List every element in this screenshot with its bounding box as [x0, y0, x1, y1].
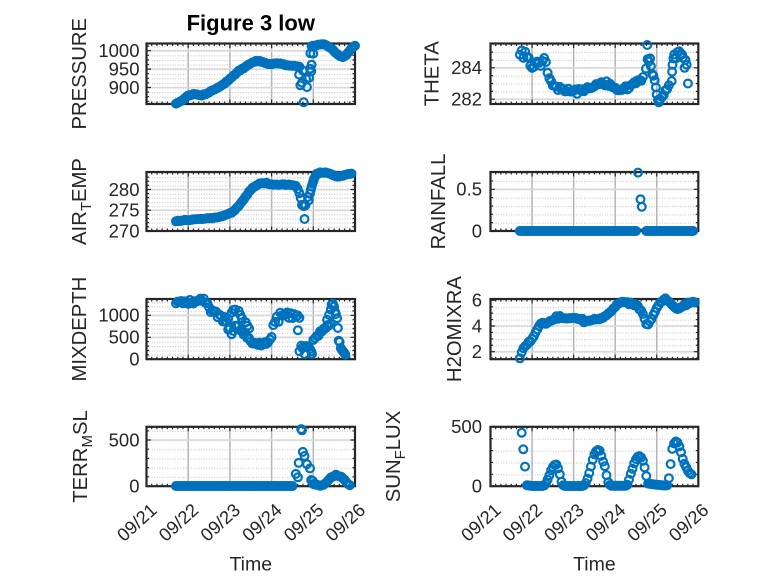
svg-text:MIXDEPTH: MIXDEPTH — [69, 277, 91, 382]
svg-text:0: 0 — [472, 476, 482, 497]
svg-text:Time: Time — [229, 554, 272, 576]
svg-text:H2OMIXRA: H2OMIXRA — [444, 276, 466, 382]
svg-text:1000: 1000 — [98, 305, 139, 326]
svg-text:RAINFALL: RAINFALL — [428, 154, 450, 250]
svg-text:500: 500 — [109, 327, 140, 348]
svg-text:AIRTEMP: AIRTEMP — [69, 158, 95, 245]
svg-text:6: 6 — [472, 290, 482, 311]
svg-text:950: 950 — [109, 58, 140, 79]
svg-text:900: 900 — [109, 77, 140, 98]
svg-text:THETA: THETA — [422, 41, 444, 106]
svg-text:4: 4 — [472, 315, 482, 336]
svg-text:TERRMSL: TERRMSL — [70, 410, 96, 503]
svg-text:500: 500 — [451, 416, 482, 437]
svg-text:275: 275 — [109, 200, 140, 221]
svg-text:282: 282 — [451, 89, 482, 110]
svg-text:0: 0 — [129, 349, 139, 370]
svg-text:1000: 1000 — [98, 40, 139, 61]
svg-text:280: 280 — [109, 179, 140, 200]
svg-text:0: 0 — [129, 475, 139, 496]
svg-text:284: 284 — [451, 57, 482, 78]
svg-text:270: 270 — [109, 220, 140, 241]
svg-text:Figure 3 low: Figure 3 low — [187, 11, 316, 36]
svg-text:500: 500 — [109, 429, 140, 450]
svg-text:PRESSURE: PRESSURE — [69, 18, 91, 130]
svg-text:Time: Time — [573, 554, 616, 576]
svg-text:0.5: 0.5 — [456, 179, 482, 200]
svg-text:0: 0 — [472, 220, 482, 241]
svg-text:2: 2 — [472, 341, 482, 362]
